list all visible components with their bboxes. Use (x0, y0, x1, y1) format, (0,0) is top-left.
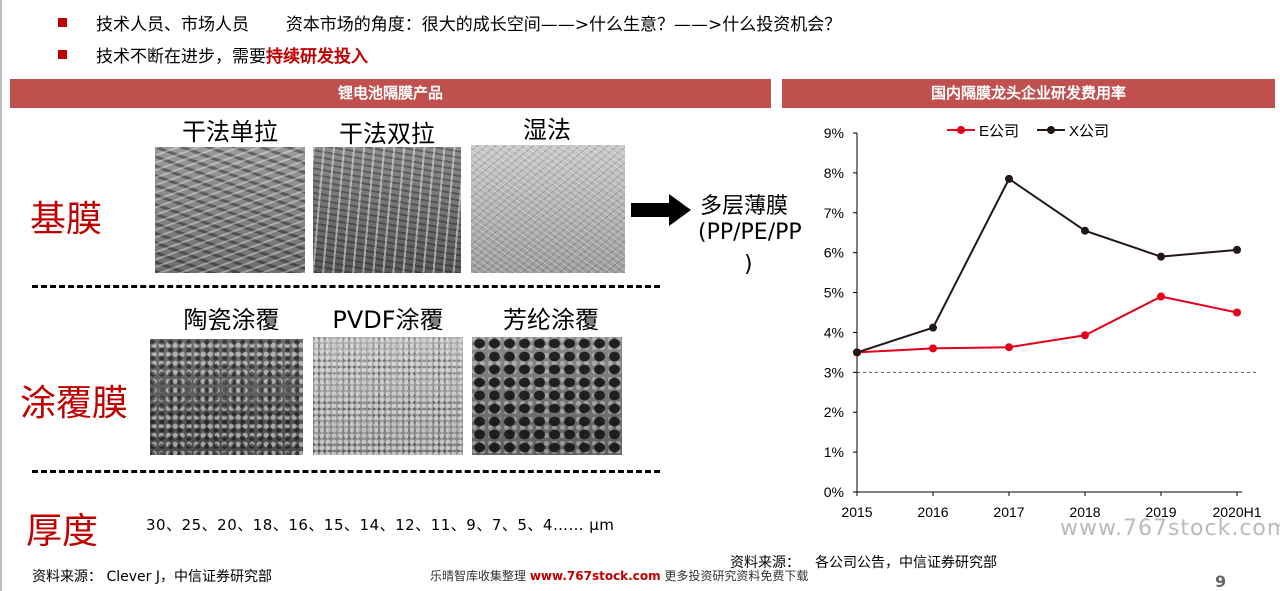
watermark: www.767stock.com (1060, 516, 1280, 541)
data-point (1081, 331, 1089, 340)
sem-image-wet (471, 145, 625, 273)
data-point (929, 323, 937, 332)
y-tick-label: 1% (824, 444, 844, 460)
x-tick-label: 2019 (1145, 504, 1176, 520)
y-tick-label: 8% (824, 165, 844, 181)
x-tick-label: 2020H1 (1212, 504, 1261, 520)
data-point (853, 348, 861, 357)
legend-label: X公司 (1069, 123, 1109, 140)
row-label-coated-membrane: 涂覆膜 (20, 383, 129, 424)
multilayer-paren: ) (744, 252, 753, 277)
left-edge-line (0, 0, 2, 591)
bullet-line-1: 技术人员、市场人员 资本市场的角度：很大的成长空间——>什么生意？——>什么投资… (96, 10, 841, 35)
multilayer-composition: (PP/PE/PP (698, 220, 802, 245)
footer-site-link[interactable]: www.767stock.com (529, 569, 661, 583)
bullet-marker (58, 18, 67, 27)
page-number: 9 (1215, 572, 1227, 591)
data-point (929, 344, 937, 353)
right-source-prefix: 资料来源： (730, 555, 800, 571)
row-label-thickness: 厚度 (26, 511, 99, 552)
data-point (1157, 292, 1165, 301)
y-tick-label: 3% (824, 364, 844, 380)
y-tick-label: 0% (824, 484, 844, 500)
bullet-2-text: 技术不断在进步，需要 (96, 47, 266, 67)
column-label-dry-biaxial: 干法双拉 (339, 120, 435, 148)
right-panel-header: 国内隔膜龙头企业研发费用率 (782, 79, 1275, 108)
footer-text: 乐晴智库收集整理 (430, 569, 527, 583)
data-point (1081, 226, 1089, 235)
x-tick-label: 2018 (1069, 504, 1100, 520)
right-source-note: 各公司公告，中信证券研究部 (815, 555, 997, 571)
column-label-ceramic: 陶瓷涂覆 (183, 306, 280, 334)
left-panel-header: 锂电池隔膜产品 (10, 79, 771, 108)
bullet-2-highlight: 持续研发投入 (266, 47, 368, 67)
thickness-values: 30、25、20、18、16、15、14、12、11、9、7、5、4…… μm (146, 516, 615, 534)
series-line-1 (856, 295, 1238, 354)
multilayer-title: 多层薄膜 (700, 194, 789, 219)
arrow-icon (631, 203, 671, 217)
data-point (1233, 245, 1241, 254)
y-tick-label: 4% (824, 324, 844, 340)
column-label-pvdf: PVDF涂覆 (332, 306, 444, 334)
rd-expense-ratio-chart: 0% 1% 2% 3% 4% 5% 6% 7% 8% 9% 2015 2016 2017 2018 2019… (824, 123, 1262, 520)
data-point (1005, 343, 1013, 352)
sem-image-dry-uniaxial (155, 147, 305, 273)
sem-image-ceramic (150, 339, 303, 455)
row-label-base-membrane: 基膜 (30, 199, 103, 240)
y-tick-label: 7% (824, 205, 844, 221)
y-tick-label: 9% (824, 125, 844, 141)
bullet-marker (58, 50, 67, 59)
left-source-note: 资料来源： Clever J，中信证券研究部 (32, 569, 272, 585)
legend-swatch-marker (957, 126, 965, 134)
x-tick-label: 2017 (993, 504, 1024, 520)
x-tick-label: 2015 (841, 504, 872, 520)
legend-swatch-marker (1047, 126, 1055, 134)
arrow-head-icon (669, 194, 691, 226)
bullet-1-part-a: 技术人员、市场人员 (96, 15, 249, 35)
column-label-aramid: 芳纶涂覆 (503, 306, 599, 334)
legend-label: E公司 (979, 123, 1019, 140)
sem-image-aramid (472, 337, 622, 455)
dashed-divider (32, 285, 660, 288)
x-tick-label: 2016 (917, 504, 948, 520)
y-tick-label: 6% (824, 245, 844, 261)
data-point (1005, 174, 1013, 183)
sem-image-pvdf (313, 337, 463, 455)
series-line-2 (856, 177, 1238, 354)
footer-note: 乐晴智库收集整理 www.767stock.com 更多投资研究资料免费下载 (430, 567, 808, 584)
data-point (1233, 308, 1241, 317)
dashed-divider (32, 470, 660, 473)
bullet-line-2: 技术不断在进步，需要持续研发投入 (96, 42, 368, 67)
footer-text-2: 更多投资研究资料免费下载 (664, 569, 809, 583)
column-label-wet: 湿法 (523, 116, 571, 144)
column-label-dry-uniaxial: 干法单拉 (182, 118, 278, 146)
y-tick-label: 5% (824, 285, 844, 301)
sem-image-dry-biaxial (313, 147, 461, 273)
data-point (1157, 252, 1165, 261)
bullet-1-part-b: 资本市场的角度：很大的成长空间——>什么生意？——>什么投资机会？ (285, 15, 842, 35)
y-tick-label: 2% (824, 404, 844, 420)
